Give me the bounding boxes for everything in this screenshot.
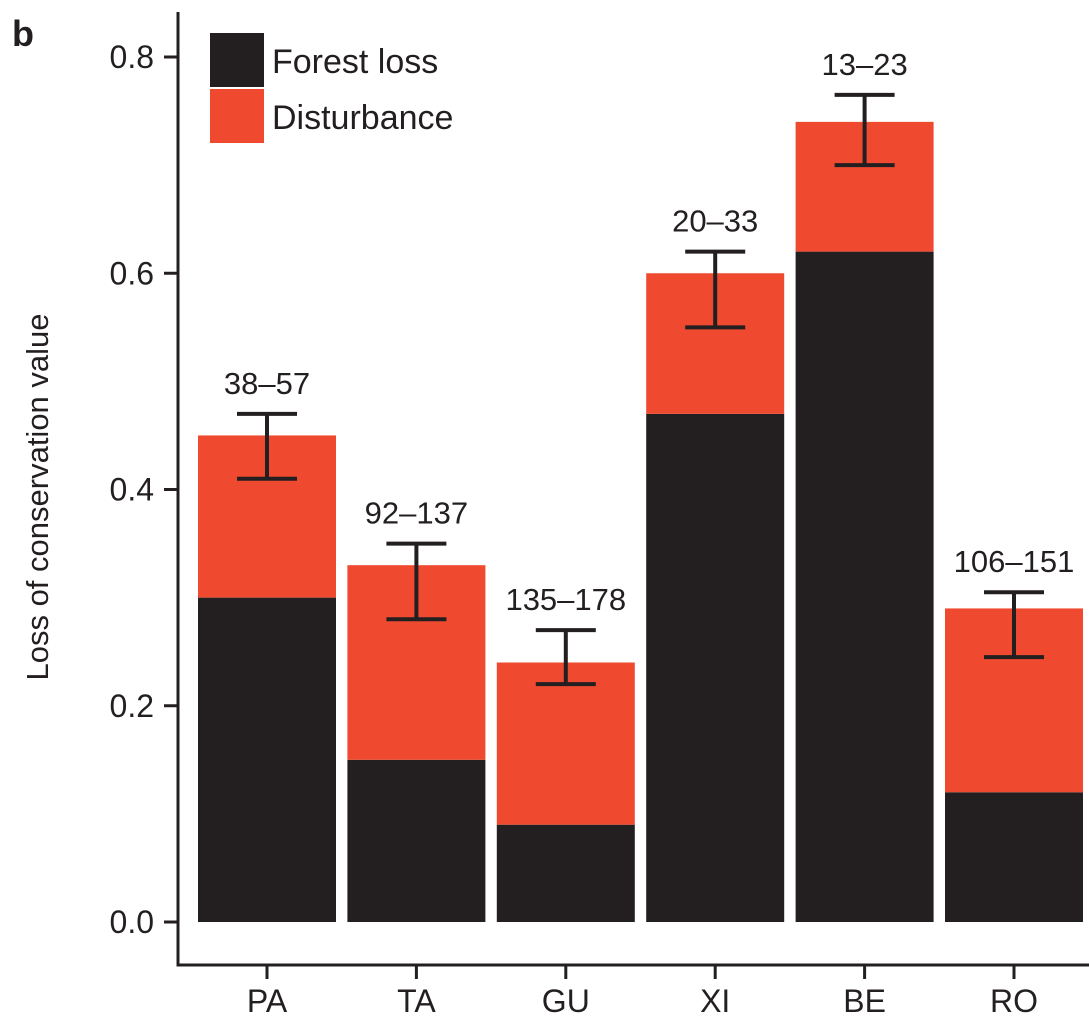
range-annotation-be: 13–23 xyxy=(821,47,907,82)
range-annotation-pa: 38–57 xyxy=(224,366,310,401)
bar-xi-forest-loss xyxy=(646,413,785,922)
y-tick-label: 0.2 xyxy=(110,688,154,724)
legend-swatch-forest-loss xyxy=(210,33,264,87)
x-tick-label-xi: XI xyxy=(700,983,730,1019)
bar-gu-disturbance xyxy=(496,662,635,825)
error-bar-ro xyxy=(984,590,1044,660)
y-tick-label: 0.0 xyxy=(110,904,154,940)
range-annotation-ro: 106–151 xyxy=(954,544,1075,579)
y-axis-title: Loss of conservation value xyxy=(20,313,55,680)
x-tick-label-be: BE xyxy=(843,983,886,1019)
legend-label-disturbance: Disturbance xyxy=(272,99,453,137)
legend-swatch-disturbance xyxy=(210,89,264,143)
error-bars-layer xyxy=(237,92,1044,687)
x-tick-label-ta: TA xyxy=(397,983,436,1019)
range-annotation-ta: 92–137 xyxy=(365,496,468,531)
x-tick-label-pa: PA xyxy=(247,983,288,1019)
x-tick-label-ro: RO xyxy=(990,983,1038,1019)
range-annotations-layer: 38–57 92–137 135–178 20–33 13–23 106–151 xyxy=(224,47,1074,617)
panel-label: b xyxy=(12,13,34,54)
legend-label-forest-loss: Forest loss xyxy=(272,43,438,81)
y-tick-label: 0.8 xyxy=(110,39,154,75)
bar-pa-forest-loss xyxy=(198,597,336,922)
bar-gu-forest-loss xyxy=(496,824,635,922)
bar-ta-forest-loss xyxy=(347,759,486,922)
error-bar-xi xyxy=(685,249,746,330)
bar-ro-forest-loss xyxy=(945,792,1083,922)
axes-layer: PA TA GU XI BE RO 0.0 0.2 0.4 0.6 0.8 xyxy=(110,12,1089,1019)
range-annotation-xi: 20–33 xyxy=(672,204,758,239)
bar-be-forest-loss xyxy=(795,251,934,922)
y-tick-label: 0.4 xyxy=(110,472,154,508)
bars-layer xyxy=(198,121,1083,922)
error-bar-ta xyxy=(386,541,447,622)
error-bar-be xyxy=(834,92,895,168)
range-annotation-gu: 135–178 xyxy=(505,582,626,617)
error-bar-pa xyxy=(237,411,297,481)
y-tick-label: 0.6 xyxy=(110,255,154,291)
error-bar-gu xyxy=(535,628,596,687)
legend: Forest loss Disturbance xyxy=(210,33,453,143)
x-tick-label-gu: GU xyxy=(542,983,590,1019)
